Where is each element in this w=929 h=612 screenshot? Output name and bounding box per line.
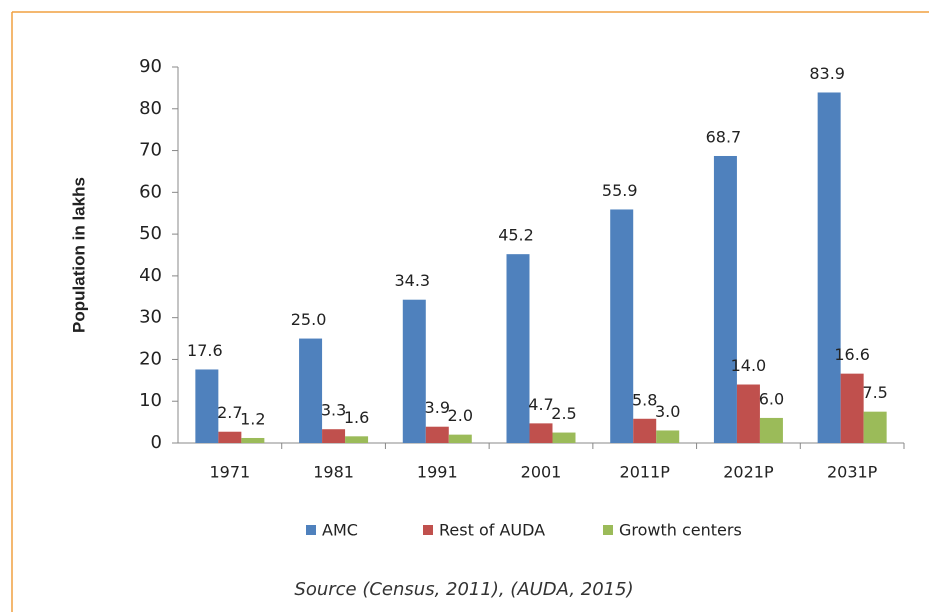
y-tick-label: 50 (139, 223, 162, 244)
legend-label: AMC (322, 521, 358, 540)
value-label: 3.0 (655, 402, 680, 421)
y-tick-label: 90 (139, 56, 162, 77)
bar (322, 429, 346, 443)
bar (610, 209, 634, 443)
bar (759, 417, 783, 443)
value-label: 3.9 (425, 398, 450, 417)
value-label: 6.0 (759, 389, 784, 408)
value-label: 1.6 (344, 408, 369, 427)
bar (633, 418, 657, 443)
bar (506, 254, 530, 443)
value-label: 2.5 (551, 404, 576, 423)
bar (736, 384, 760, 443)
value-label: 4.7 (528, 395, 553, 414)
value-label: 7.5 (862, 383, 887, 402)
bar (529, 423, 553, 443)
bar (241, 437, 265, 443)
y-tick-label: 0 (151, 432, 162, 453)
y-tick-label: 10 (139, 390, 162, 411)
bar (448, 434, 472, 443)
value-label: 55.9 (602, 181, 638, 200)
bar (863, 411, 887, 443)
bar (552, 432, 576, 443)
legend-label: Rest of AUDA (439, 521, 545, 540)
x-tick-label: 1981 (313, 463, 354, 482)
x-tick-label: 2031P (827, 463, 878, 482)
value-label: 5.8 (632, 390, 657, 409)
legend-swatch (603, 525, 613, 535)
value-label: 34.3 (394, 271, 430, 290)
source: Source (Census, 2011), (AUDA, 2015) (294, 579, 633, 600)
bar (425, 426, 449, 443)
bar (195, 369, 219, 443)
x-tick-label: 2011P (620, 463, 671, 482)
y-tick-label: 70 (139, 140, 162, 161)
bar (299, 338, 323, 443)
legend-swatch (306, 525, 316, 535)
bar (817, 92, 841, 444)
bar (345, 436, 369, 443)
value-label: 1.2 (240, 409, 265, 428)
y-tick-label: 20 (139, 348, 162, 369)
value-label: 68.7 (706, 127, 742, 146)
value-label: 2.7 (217, 403, 242, 422)
bar (656, 430, 680, 443)
y-axis-label: Population in lakhs (69, 177, 88, 333)
bar (218, 431, 242, 443)
legend-swatch (423, 525, 433, 535)
value-label: 14.0 (731, 356, 767, 375)
x-tick-label: 1971 (209, 463, 250, 482)
value-label: 83.9 (809, 64, 845, 83)
value-label: 17.6 (187, 341, 223, 360)
value-label: 25.0 (291, 310, 327, 329)
bar (402, 299, 426, 443)
value-label: 45.2 (498, 226, 534, 245)
y-tick-label: 30 (139, 307, 162, 328)
x-tick-label: 1991 (417, 463, 458, 482)
bar (713, 155, 737, 443)
value-label: 2.0 (448, 406, 473, 425)
value-label: 3.3 (321, 401, 346, 420)
x-tick-label: 2001 (521, 463, 562, 482)
y-tick-label: 60 (139, 181, 162, 202)
y-tick-label: 40 (139, 265, 162, 286)
y-tick-label: 80 (139, 98, 162, 119)
legend-label: Growth centers (619, 521, 742, 540)
bar (840, 373, 864, 443)
value-label: 16.6 (834, 345, 870, 364)
x-tick-label: 2021P (723, 463, 774, 482)
